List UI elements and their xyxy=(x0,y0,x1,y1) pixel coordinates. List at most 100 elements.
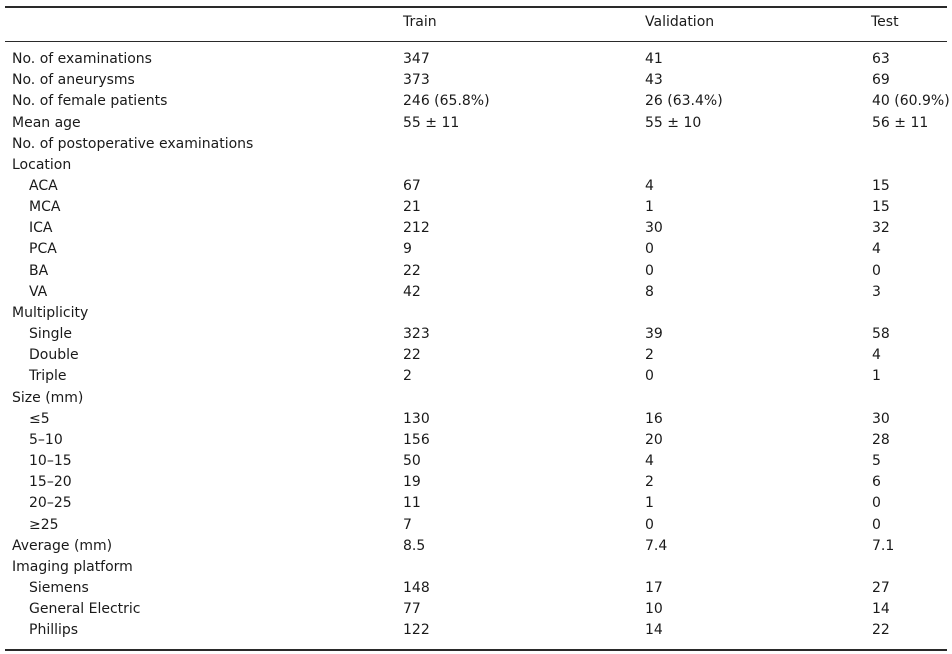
row-label: ICA xyxy=(29,220,53,237)
table-row: Triple 2 0 1 xyxy=(5,366,947,387)
cell-train: 9 xyxy=(403,241,412,258)
cell-train: 77 xyxy=(403,601,421,618)
table-row: Single 323 39 58 xyxy=(5,324,947,345)
cell-train: 50 xyxy=(403,453,421,469)
table-row: 5–10 156 20 28 xyxy=(5,430,947,451)
row-label: 20–25 xyxy=(29,495,72,512)
row-label: MCA xyxy=(29,199,61,216)
cell-test: 27 xyxy=(872,580,890,596)
cell-test: 4 xyxy=(872,241,881,258)
cell-test: 58 xyxy=(872,326,890,343)
cell-test: 0 xyxy=(872,495,881,512)
row-label: Mean age xyxy=(12,114,81,131)
row-label: 5–10 xyxy=(29,431,63,448)
cell-validation: 30 xyxy=(645,220,663,237)
cell-train: 148 xyxy=(403,580,430,596)
cell-train: 8.5 xyxy=(403,537,426,554)
cell-validation: 26 (63.4%) xyxy=(645,93,723,110)
cell-train: 373 xyxy=(403,72,430,89)
cell-validation: 16 xyxy=(645,410,663,427)
cell-train: 21 xyxy=(403,199,421,216)
table-row: 10–15 50 4 5 xyxy=(5,451,947,472)
cell-train: 246 (65.8%) xyxy=(403,93,490,110)
cell-validation: 14 xyxy=(645,622,663,639)
row-label: No. of aneurysms xyxy=(12,72,135,89)
row-label: ≤5 xyxy=(29,410,50,427)
cell-validation: 0 xyxy=(645,368,654,385)
cell-test: 15 xyxy=(872,178,890,194)
cell-validation: 20 xyxy=(645,431,663,448)
cell-test: 7.1 xyxy=(872,537,895,554)
table-row: No. of postoperative examinations xyxy=(5,134,947,155)
cell-train: 11 xyxy=(403,495,421,512)
cell-validation: 0 xyxy=(645,262,654,279)
cell-test: 56 ± 11 xyxy=(872,114,929,131)
row-label: No. of postoperative examinations xyxy=(12,135,254,152)
row-label: Imaging platform xyxy=(12,558,133,575)
table-row: BA 22 0 0 xyxy=(5,261,947,282)
table-row: No. of aneurysms 373 43 69 xyxy=(5,70,947,91)
table-row: PCA 9 0 4 xyxy=(5,239,947,260)
cell-validation: 8 xyxy=(645,283,654,300)
cell-test: 14 xyxy=(872,601,890,618)
row-label: Single xyxy=(29,326,73,343)
cell-validation: 2 xyxy=(645,347,654,364)
header-test: Test xyxy=(871,14,899,30)
table-row: Phillips 122 14 22 xyxy=(5,620,947,641)
row-label: Location xyxy=(12,156,72,173)
cell-train: 42 xyxy=(403,283,421,300)
cell-train: 156 xyxy=(403,431,430,448)
cell-test: 30 xyxy=(872,410,890,427)
table-header-row: Train Validation Test xyxy=(5,12,947,33)
cell-train: 323 xyxy=(403,326,430,343)
row-label: ≥25 xyxy=(29,516,59,533)
table-row: VA 42 8 3 xyxy=(5,282,947,303)
table-row: Imaging platform xyxy=(5,557,947,578)
table-header-rule xyxy=(5,41,947,42)
cell-validation: 2 xyxy=(645,474,654,491)
cell-test: 28 xyxy=(872,431,890,448)
table-row: 15–20 19 2 6 xyxy=(5,472,947,493)
row-label: General Electric xyxy=(29,601,141,618)
cell-test: 69 xyxy=(872,72,890,89)
row-label: Double xyxy=(29,347,79,364)
cell-train: 22 xyxy=(403,262,421,279)
cell-validation: 1 xyxy=(645,199,654,216)
cell-test: 5 xyxy=(872,453,881,469)
cell-train: 55 ± 11 xyxy=(403,114,460,131)
row-label: Triple xyxy=(29,368,67,385)
table-bottom-rule xyxy=(5,649,947,651)
row-label: ACA xyxy=(29,178,58,194)
dataset-table: Train Validation Test No. of examination… xyxy=(5,6,950,651)
cell-test: 3 xyxy=(872,283,881,300)
table-top-rule xyxy=(5,6,947,8)
table-row: ≥25 7 0 0 xyxy=(5,515,947,536)
row-label: 15–20 xyxy=(29,474,72,491)
row-label: Size (mm) xyxy=(12,389,84,406)
cell-test: 1 xyxy=(872,368,881,385)
row-label: PCA xyxy=(29,241,57,258)
table-row: Multiplicity xyxy=(5,303,947,324)
cell-test: 15 xyxy=(872,199,890,216)
row-label: Phillips xyxy=(29,622,79,639)
cell-validation: 55 ± 10 xyxy=(645,114,702,131)
row-label: VA xyxy=(29,283,48,300)
cell-train: 212 xyxy=(403,220,430,237)
table-row: ≤5 130 16 30 xyxy=(5,409,947,430)
cell-train: 67 xyxy=(403,178,421,194)
cell-test: 32 xyxy=(872,220,890,237)
cell-validation: 10 xyxy=(645,601,663,618)
cell-validation: 17 xyxy=(645,580,663,596)
cell-test: 0 xyxy=(872,516,881,533)
cell-test: 0 xyxy=(872,262,881,279)
table-row: No. of female patients 246 (65.8%) 26 (63.… xyxy=(5,91,950,112)
table-row: ACA 67 4 15 xyxy=(5,176,947,197)
cell-validation: 4 xyxy=(645,178,654,194)
cell-validation: 7.4 xyxy=(645,537,668,554)
table-row: Size (mm) xyxy=(5,388,947,409)
cell-train: 2 xyxy=(403,368,412,385)
row-label: No. of examinations xyxy=(12,51,152,67)
cell-validation: 39 xyxy=(645,326,663,343)
table-row: General Electric 77 10 14 xyxy=(5,599,947,620)
row-label: Average (mm) xyxy=(12,537,113,554)
